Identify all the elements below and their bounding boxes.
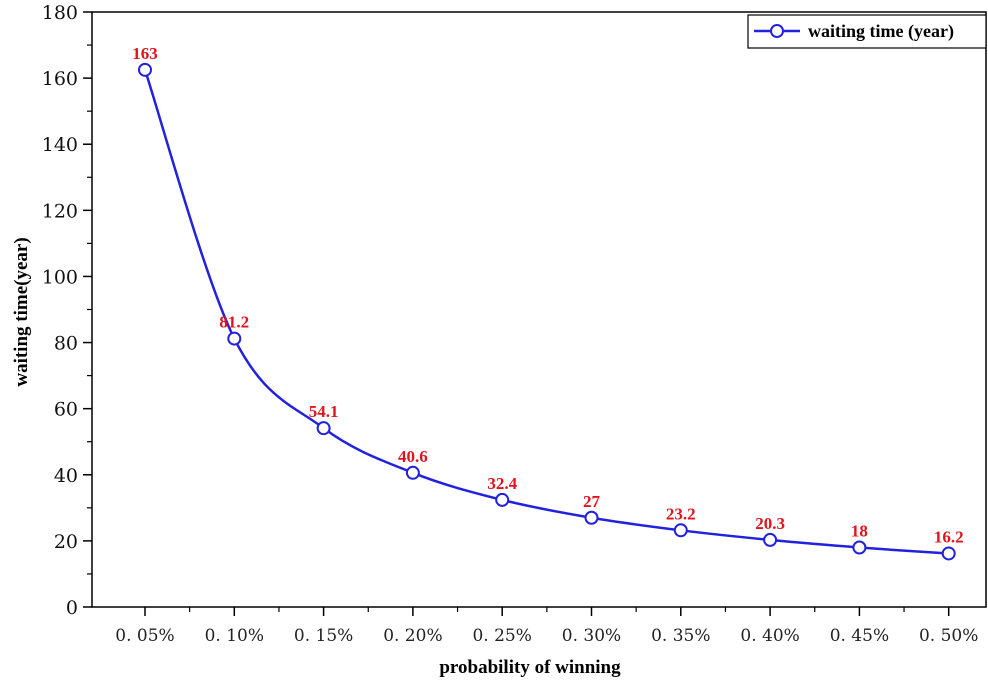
data-point	[584, 510, 599, 525]
x-tick-label: 0. 05%	[115, 626, 174, 646]
y-tick-label: 100	[42, 266, 78, 288]
x-tick-label: 0. 15%	[294, 626, 353, 646]
x-tick-label: 0. 35%	[651, 626, 710, 646]
data-label: 81.2	[219, 313, 249, 332]
data-label: 16.2	[934, 527, 964, 546]
x-axis-title: probability of winning	[439, 657, 621, 678]
data-label: 40.6	[398, 447, 428, 466]
data-label: 23.2	[666, 504, 696, 523]
data-label: 54.1	[309, 402, 339, 421]
x-ticks: 0. 05% 0. 10% 0. 15% 0. 20% 0. 25% 0. 30% 0. 3…	[115, 607, 978, 646]
data-label: 27	[583, 492, 601, 511]
data-point	[941, 546, 956, 561]
data-point	[227, 331, 242, 346]
x-tick-label: 0. 30%	[562, 626, 621, 646]
series	[138, 62, 956, 561]
data-point	[852, 540, 867, 555]
data-point	[316, 421, 331, 436]
legend-label: waiting time (year)	[808, 21, 954, 42]
x-tick-label: 0. 45%	[830, 626, 889, 646]
x-tick-label: 0. 20%	[383, 626, 442, 646]
y-tick-label: 80	[54, 333, 78, 355]
data-label: 20.3	[755, 514, 785, 533]
x-tick-label: 0. 10%	[205, 626, 264, 646]
legend-marker	[770, 24, 784, 38]
data-label: 32.4	[487, 474, 517, 493]
legend: waiting time (year)	[747, 14, 987, 49]
data-point	[495, 492, 510, 507]
data-point	[763, 532, 778, 547]
y-ticks: 0 20 40 60 80 100 120 140 160 180	[42, 2, 92, 619]
y-tick-label: 0	[66, 597, 78, 619]
y-tick-label: 20	[54, 531, 78, 553]
plot-frame	[91, 11, 987, 608]
data-label: 18	[851, 522, 868, 541]
x-tick-label: 0. 50%	[919, 626, 978, 646]
data-point	[138, 62, 152, 77]
data-point	[673, 523, 688, 538]
series-line	[143, 69, 949, 555]
y-tick-label: 40	[54, 465, 78, 487]
data-labels: 163 81.2 54.1 40.6 32.4 27 23.2 20.3 18 16.2	[132, 44, 963, 547]
x-tick-label: 0. 40%	[740, 626, 799, 646]
x-tick-label: 0. 25%	[472, 626, 531, 646]
y-axis-title: waiting time(year)	[11, 237, 32, 386]
y-tick-label: 60	[54, 399, 78, 421]
y-tick-label: 180	[42, 2, 78, 24]
y-tick-label: 140	[42, 134, 78, 156]
y-tick-label: 120	[42, 200, 78, 222]
data-point	[405, 465, 420, 480]
y-tick-label: 160	[42, 68, 78, 90]
data-label: 163	[132, 44, 158, 63]
axes	[91, 11, 987, 608]
